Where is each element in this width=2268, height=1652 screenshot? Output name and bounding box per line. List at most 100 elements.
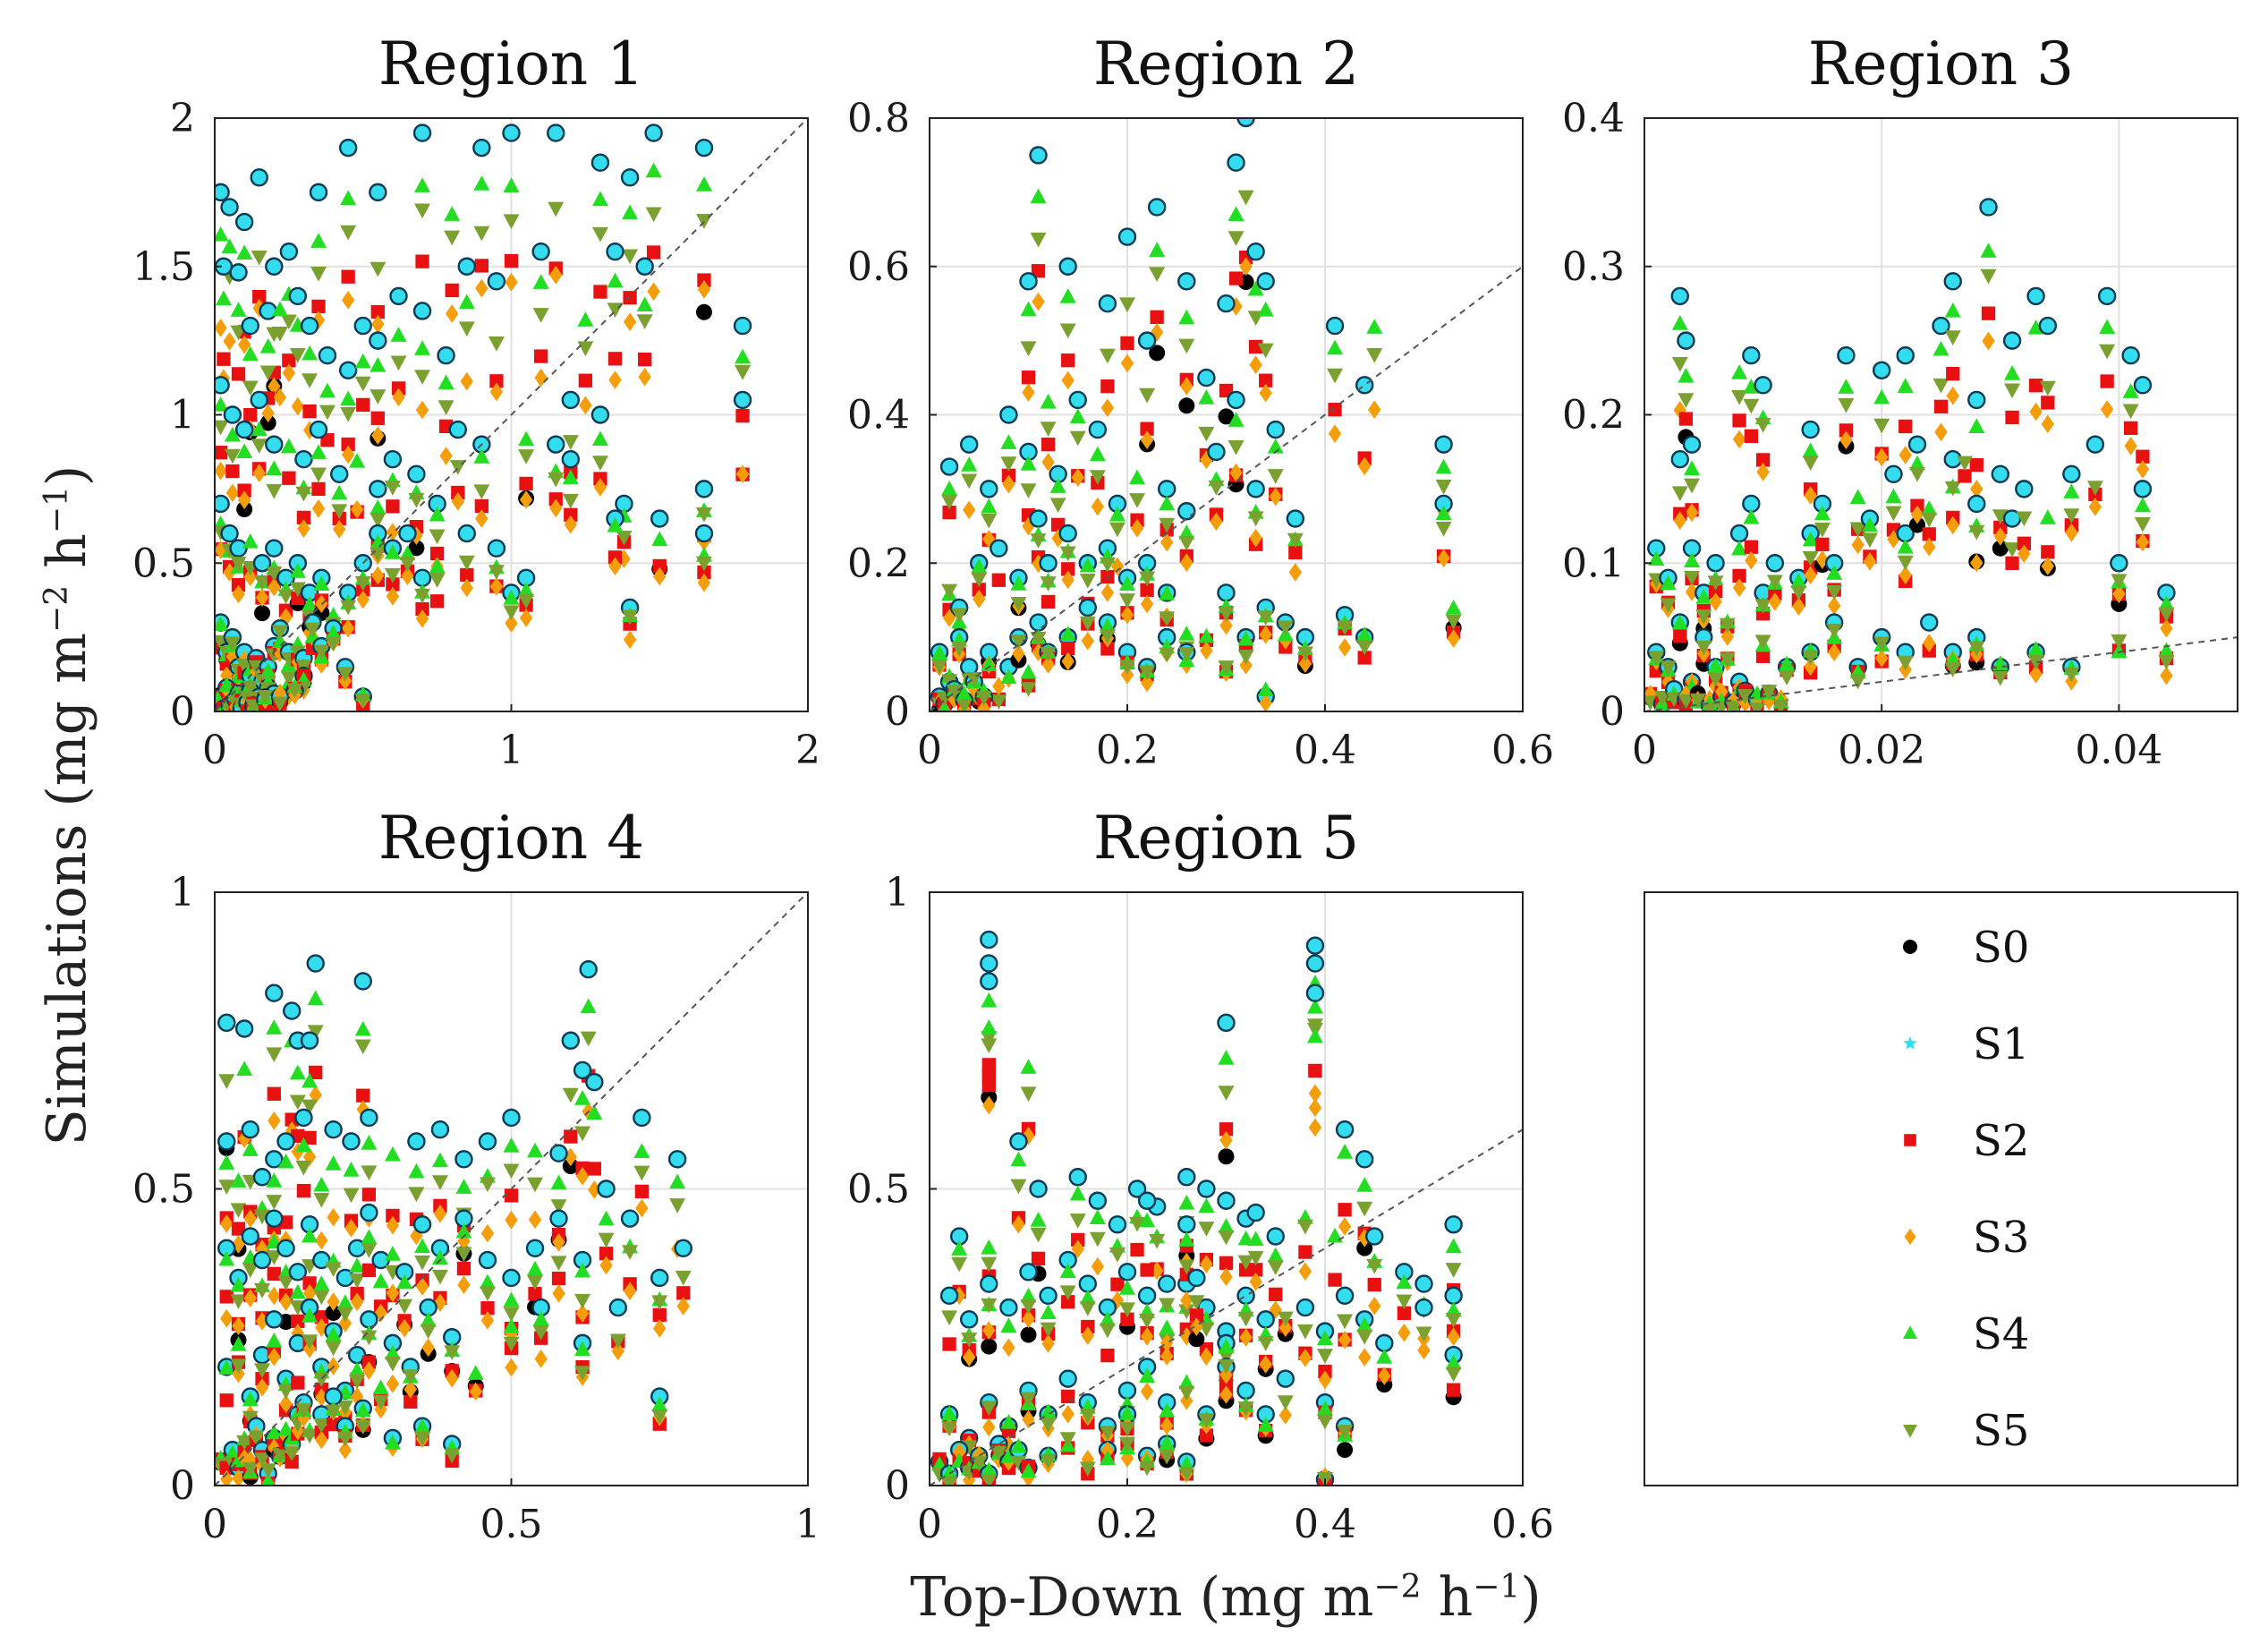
point-s3 bbox=[1278, 1405, 1292, 1425]
point-s4 bbox=[574, 1090, 591, 1105]
point-s3 bbox=[475, 509, 488, 528]
point-s1 bbox=[1444, 1215, 1463, 1234]
point-s4 bbox=[230, 1172, 247, 1188]
point-s5 bbox=[961, 1333, 978, 1348]
point-s5 bbox=[1944, 330, 1961, 345]
point-s5 bbox=[941, 494, 958, 510]
x-tick-label: 2 bbox=[795, 728, 820, 773]
point-s5 bbox=[1040, 1418, 1057, 1433]
point-s3 bbox=[1071, 468, 1084, 488]
point-s5 bbox=[1030, 232, 1047, 248]
point-s3 bbox=[220, 1308, 234, 1328]
point-s2 bbox=[1100, 379, 1115, 394]
point-s4 bbox=[1119, 575, 1135, 591]
point-s3 bbox=[519, 490, 533, 509]
point-s2 bbox=[1140, 1263, 1154, 1277]
point-s5 bbox=[1198, 1222, 1215, 1237]
point-s4 bbox=[242, 1141, 259, 1156]
point-s2 bbox=[504, 253, 519, 268]
point-s2 bbox=[528, 1286, 542, 1301]
point-s1 bbox=[338, 361, 358, 379]
point-s4 bbox=[503, 1291, 520, 1307]
point-s5 bbox=[981, 1474, 998, 1486]
point-s4 bbox=[455, 1179, 472, 1194]
point-s3 bbox=[1210, 512, 1223, 532]
point-s5 bbox=[931, 660, 948, 675]
point-s4 bbox=[956, 685, 973, 701]
point-s3 bbox=[1447, 1327, 1460, 1347]
point-s1 bbox=[2002, 331, 2022, 350]
point-s5 bbox=[2134, 516, 2151, 532]
point-s4 bbox=[310, 233, 327, 248]
x-tick-label: 0 bbox=[917, 1502, 942, 1547]
point-s5 bbox=[2027, 655, 2044, 670]
point-s4 bbox=[1445, 1354, 1462, 1370]
point-s2 bbox=[302, 1276, 317, 1290]
point-s3 bbox=[505, 1358, 518, 1377]
point-s3 bbox=[1923, 634, 1936, 652]
point-s5 bbox=[503, 605, 520, 621]
point-s2 bbox=[361, 1188, 377, 1202]
point-s4 bbox=[429, 558, 446, 574]
point-s1 bbox=[1058, 257, 1077, 276]
point-s5 bbox=[1257, 1336, 1274, 1351]
point-s2 bbox=[243, 407, 258, 422]
point-s3 bbox=[1278, 1318, 1292, 1338]
point-s1 bbox=[1979, 198, 1998, 217]
point-s3 bbox=[1229, 297, 1243, 316]
point-s3 bbox=[338, 1314, 353, 1333]
point-s2 bbox=[1328, 403, 1342, 417]
point-s5 bbox=[414, 203, 431, 219]
point-s5 bbox=[1010, 1455, 1027, 1471]
point-s3 bbox=[1002, 474, 1015, 494]
point-s5 bbox=[1059, 1432, 1076, 1447]
point-s0 bbox=[1908, 516, 1925, 533]
point-s3 bbox=[489, 382, 504, 402]
point-s5 bbox=[1684, 570, 1701, 586]
point-s3 bbox=[647, 282, 660, 302]
point-s4 bbox=[372, 1379, 389, 1395]
point-s3 bbox=[1358, 456, 1372, 476]
point-s3 bbox=[397, 1318, 412, 1338]
point-s5 bbox=[2158, 654, 2175, 670]
point-s3 bbox=[608, 370, 622, 389]
point-s5 bbox=[636, 314, 653, 329]
point-s1 bbox=[1266, 1227, 1285, 1246]
point-s5 bbox=[1719, 652, 1736, 668]
y-tick-label: 1 bbox=[885, 870, 910, 915]
point-s2 bbox=[225, 464, 240, 479]
point-s2 bbox=[1100, 642, 1115, 656]
point-s1 bbox=[369, 331, 387, 350]
point-s3 bbox=[457, 1231, 471, 1251]
point-s5 bbox=[444, 1345, 461, 1360]
point-s3 bbox=[2100, 400, 2114, 419]
point-s5 bbox=[1198, 1413, 1215, 1428]
point-s4 bbox=[1814, 505, 1831, 521]
legend-entry-s1: S1 bbox=[1903, 1019, 2029, 1069]
point-s4 bbox=[1779, 655, 1796, 671]
point-s1 bbox=[1706, 554, 1725, 573]
point-s1 bbox=[2133, 376, 2153, 395]
y-tick-label: 0.5 bbox=[132, 1167, 195, 1213]
point-s4 bbox=[1159, 1435, 1176, 1451]
point-s1 bbox=[549, 1144, 568, 1162]
point-s2 bbox=[942, 1337, 956, 1351]
point-s1 bbox=[980, 480, 998, 498]
point-s5 bbox=[1897, 555, 1914, 571]
point-s3 bbox=[371, 426, 385, 446]
point-s5 bbox=[1218, 1350, 1235, 1366]
point-s3 bbox=[220, 666, 234, 685]
point-s4 bbox=[215, 616, 229, 631]
point-s1 bbox=[369, 480, 387, 498]
point-s4 bbox=[221, 238, 238, 254]
point-s3 bbox=[1239, 1328, 1253, 1347]
point-s4 bbox=[961, 456, 978, 472]
point-s4 bbox=[414, 1418, 431, 1434]
point-s5 bbox=[1040, 1453, 1057, 1469]
point-s5 bbox=[295, 486, 312, 502]
point-s1 bbox=[353, 972, 372, 991]
point-s2 bbox=[1732, 413, 1746, 428]
point-s2 bbox=[1228, 271, 1244, 285]
point-s1 bbox=[502, 123, 521, 142]
point-s1 bbox=[2062, 464, 2081, 483]
